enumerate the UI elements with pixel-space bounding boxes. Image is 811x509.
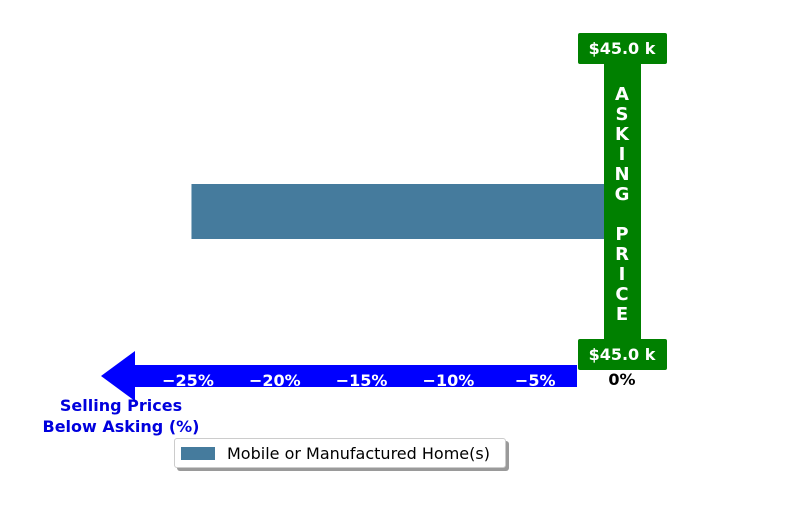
- asking-price-bottom-label: $45.0 k: [589, 345, 656, 364]
- x-tick-label: −20%: [249, 371, 301, 390]
- x-tick-label: −10%: [423, 371, 475, 390]
- asking-price-top-label: $45.0 k: [589, 39, 656, 58]
- axis-label-line1: Selling Prices: [60, 396, 182, 415]
- asking-price-top-badge: $45.0 k: [578, 33, 667, 64]
- bar-0: [191, 184, 623, 239]
- x-tick-label: 0%: [608, 370, 635, 389]
- axis-label-line2: Below Asking (%): [43, 417, 200, 436]
- x-tick-label: −15%: [336, 371, 388, 390]
- bars-group: [191, 184, 623, 239]
- asking-price-column: [604, 62, 641, 344]
- axis-arrow: [101, 351, 577, 401]
- x-tick-label: −25%: [162, 371, 214, 390]
- x-ticks-group: −25% −20% −15% −10% −5% 0%: [162, 370, 635, 390]
- asking-price-bottom-badge: $45.0 k: [578, 339, 667, 370]
- x-tick-label: −5%: [515, 371, 556, 390]
- legend: Mobile or Manufactured Home(s): [174, 438, 506, 468]
- legend-swatch: [181, 446, 215, 460]
- legend-label: Mobile or Manufactured Home(s): [227, 443, 490, 463]
